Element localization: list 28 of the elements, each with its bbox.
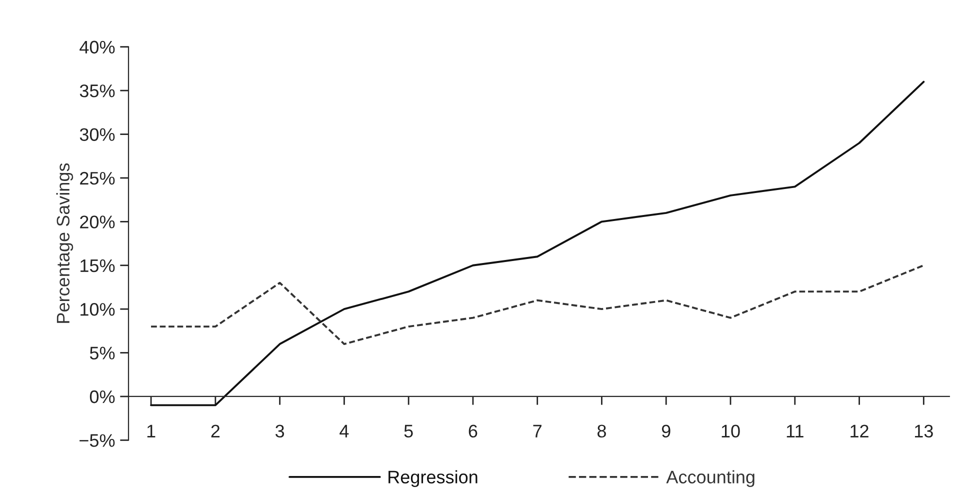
x-tick-label: 5 <box>404 424 413 438</box>
x-tick-label: 8 <box>597 424 606 438</box>
y-tick-label: 15% <box>80 259 115 272</box>
x-tick-label: 2 <box>211 424 220 438</box>
y-tick-label: 20% <box>80 216 115 228</box>
line-series <box>150 264 925 346</box>
text: Accounting <box>666 470 754 488</box>
text: Regression <box>388 470 478 488</box>
y-tick-label: 0% <box>90 390 115 404</box>
x-tick-label: 13 <box>914 424 933 438</box>
y-tick-label: 40% <box>80 40 115 54</box>
x-tick-label: 6 <box>468 424 478 438</box>
x-tick-label: 9 <box>662 424 670 438</box>
y-tick-label: 5% <box>90 346 115 360</box>
y-axis-title: Percentage Savings <box>56 163 74 323</box>
x-tick-label: 3 <box>275 424 284 438</box>
line-series <box>150 80 925 406</box>
y-tick-label: 25% <box>80 172 115 185</box>
y-tick-label: 35% <box>80 84 115 98</box>
x-tick-label: 4 <box>340 424 349 438</box>
y-tick-label: 30% <box>80 128 115 141</box>
y-tick-label: 10% <box>80 303 115 316</box>
x-tick-label: 11 <box>786 424 804 438</box>
x-tick-label: 1 <box>147 424 156 438</box>
x-tick-label: 12 <box>850 424 868 438</box>
x-tick-label: 10 <box>722 424 740 438</box>
x-tick-label: 7 <box>533 424 542 438</box>
y-tick-label: −5% <box>80 434 115 447</box>
